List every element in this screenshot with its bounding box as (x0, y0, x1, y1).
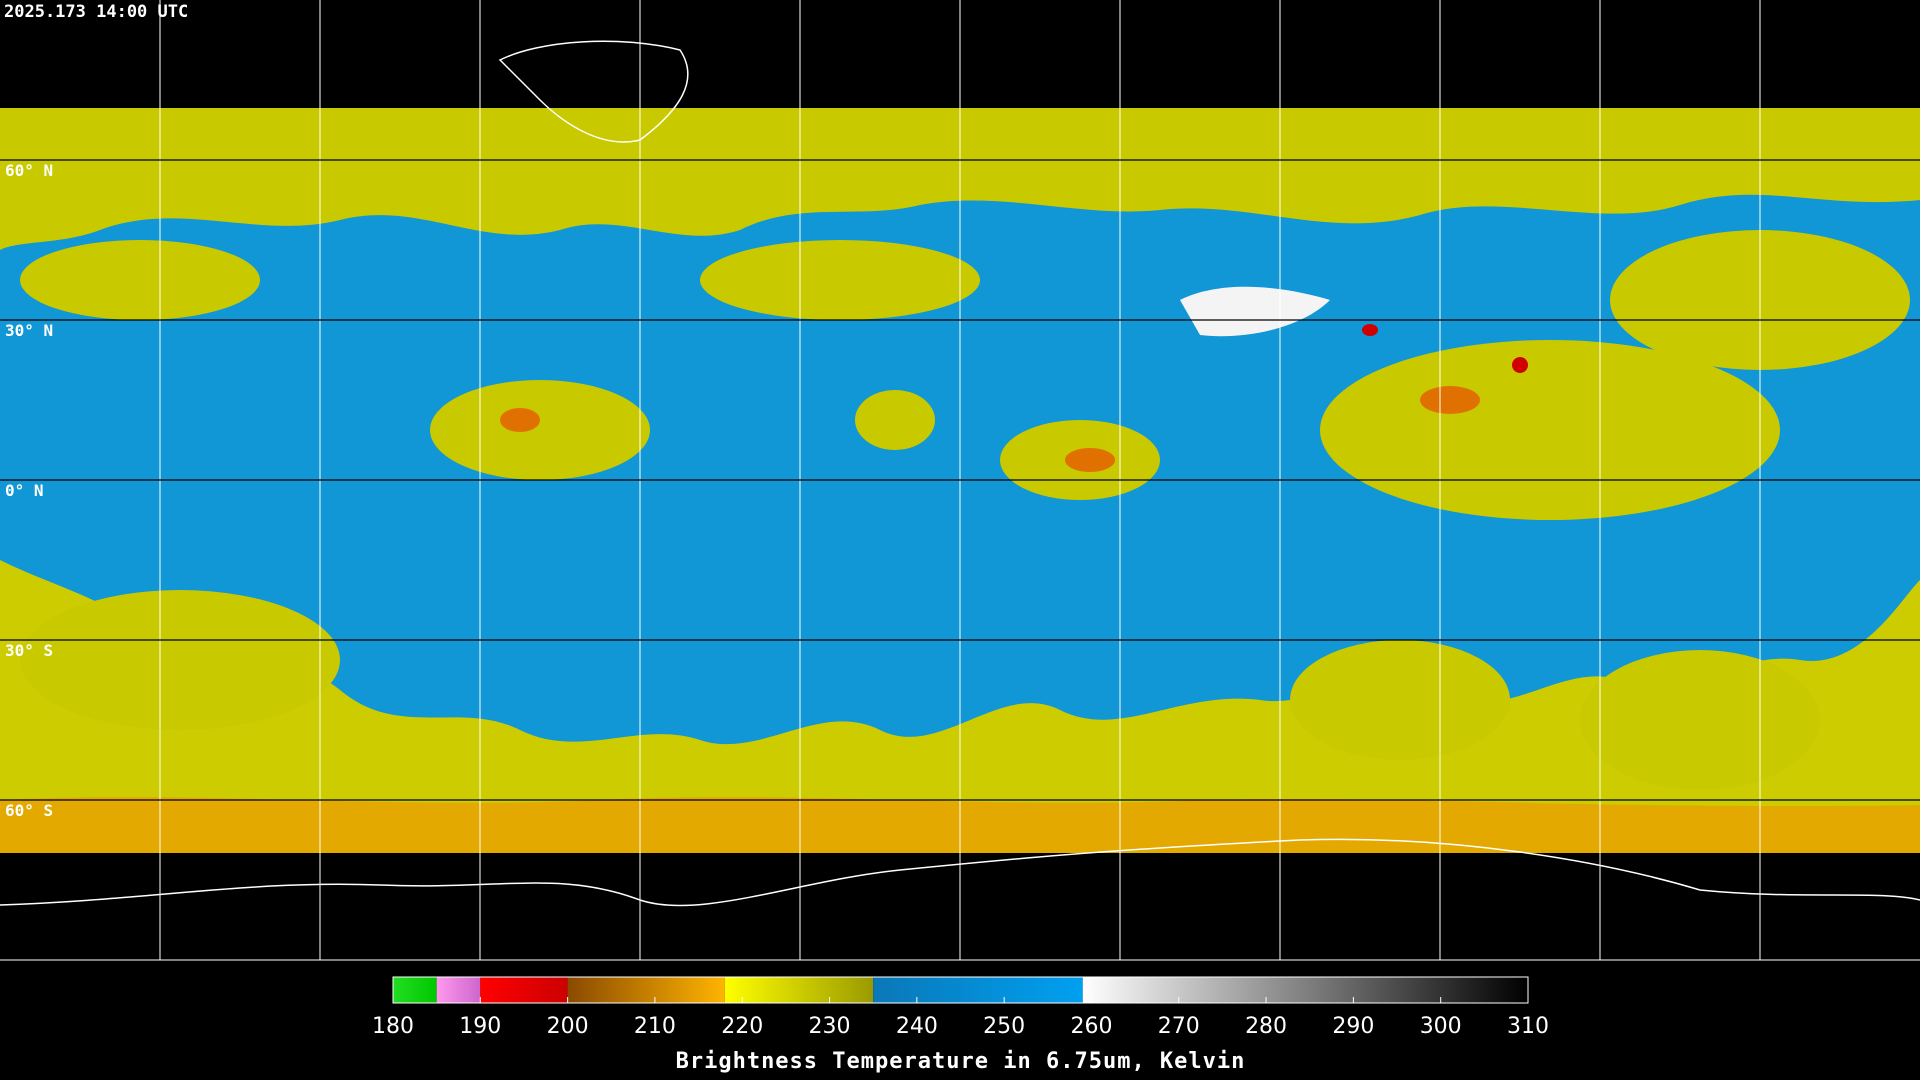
convective-cell (1420, 386, 1480, 414)
coastline-antarctica (0, 838, 1920, 907)
southern-cloud (1290, 640, 1510, 760)
colorbar-segment (436, 977, 481, 1003)
colorbar-tick-label: 290 (1332, 1014, 1374, 1039)
tropical-cloud (430, 380, 650, 480)
colorbar-segment (480, 977, 568, 1003)
tropical-cloud (1320, 340, 1780, 520)
tropical-cloud (855, 390, 935, 450)
convective-cell (1512, 357, 1528, 373)
lat-label: 60° N (5, 161, 53, 180)
lat-label: 0° N (5, 481, 44, 500)
subtropical-cloud (700, 240, 980, 320)
lat-label: 30° N (5, 321, 53, 340)
colorbar-tick-label: 270 (1158, 1014, 1200, 1039)
colorbar-segment (873, 977, 1083, 1003)
lat-label: 60° S (5, 801, 53, 820)
colorbar-tick-label: 300 (1420, 1014, 1462, 1039)
colorbar-tick-label: 190 (459, 1014, 501, 1039)
colorbar-segment (393, 977, 437, 1003)
lat-label: 30° S (5, 641, 53, 660)
colorbar-segment (1082, 977, 1528, 1003)
colorbar-title: Brightness Temperature in 6.75um, Kelvin (676, 1049, 1246, 1074)
convective-cell (1362, 324, 1378, 336)
colorbar-tick-label: 280 (1245, 1014, 1287, 1039)
colorbar-tick-label: 220 (721, 1014, 763, 1039)
convective-cell (1065, 448, 1115, 472)
colorbar-tick-label: 210 (634, 1014, 676, 1039)
colorbar: 180 190 200 210 220 230 240 250 260 270 280 290 300 3… (372, 976, 1549, 1074)
colorbar-tick-label: 200 (547, 1014, 589, 1039)
coastline-greenland (498, 40, 689, 143)
colorbar-segment (724, 977, 874, 1003)
timestamp: 2025.173 14:00 UTC (4, 2, 188, 22)
colorbar-frame (392, 976, 1529, 1004)
colorbar-tick-label: 260 (1070, 1014, 1112, 1039)
convective-cell (500, 408, 540, 432)
dry-slot (1180, 286, 1330, 337)
southern-cloud (1580, 650, 1820, 790)
graticule: 60° N 30° N 0° N 30° S 60° S (0, 0, 1920, 961)
colorbar-tick-label: 250 (983, 1014, 1025, 1039)
southern-cloud (20, 590, 340, 730)
colorbar-tick-label: 240 (896, 1014, 938, 1039)
colorbar-tick-label: 230 (809, 1014, 851, 1039)
subtropical-cloud (20, 240, 260, 320)
colorbar-tick-label: 310 (1507, 1014, 1549, 1039)
colorbar-segment (567, 977, 725, 1003)
colorbar-tick-label: 180 (372, 1014, 414, 1039)
